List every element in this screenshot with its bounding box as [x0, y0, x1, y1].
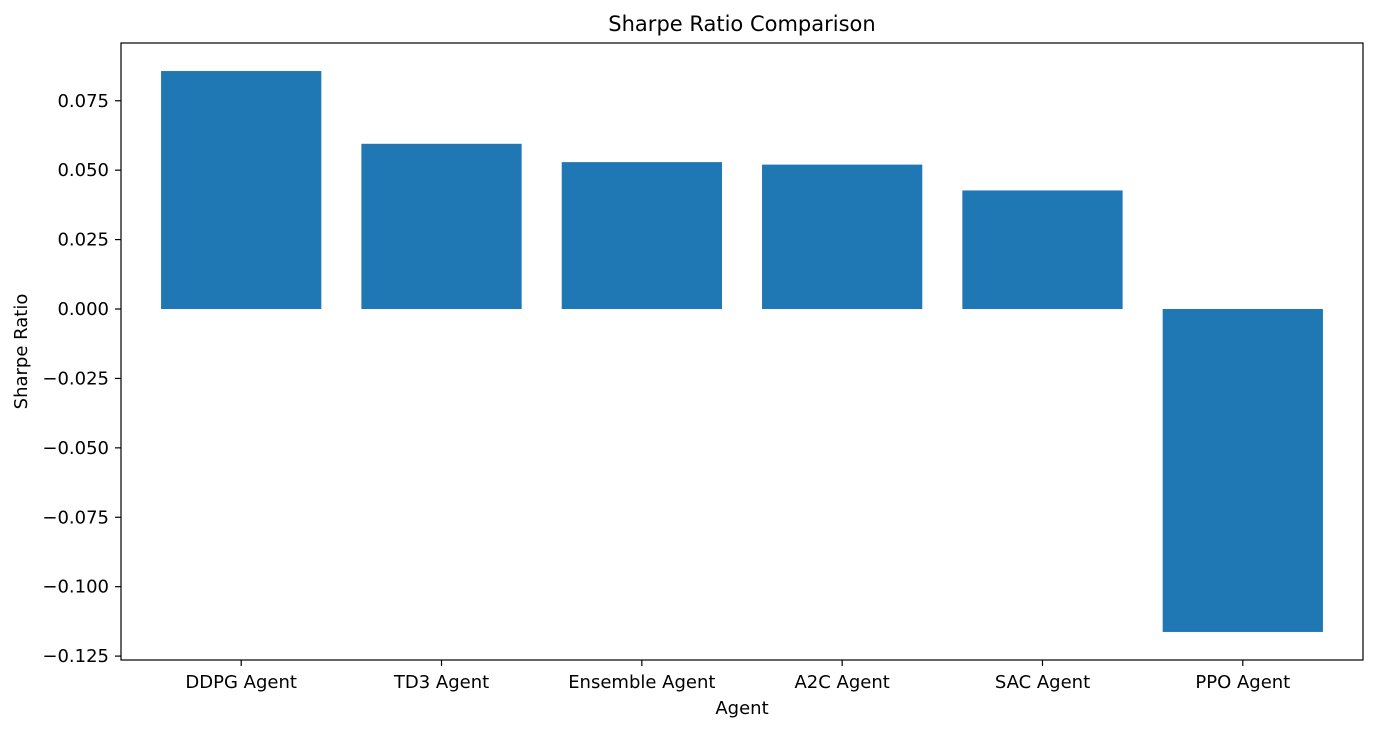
y-axis-title: Sharpe Ratio	[11, 294, 32, 410]
bar-a2c-agent	[762, 164, 923, 310]
y-tick-label: −0.050	[42, 438, 109, 459]
y-tick-label: 0.000	[57, 299, 109, 320]
bar-sac-agent	[962, 190, 1123, 310]
x-tick-label: SAC Agent	[995, 672, 1090, 693]
y-tick-label: −0.075	[42, 507, 109, 528]
plot-frame	[120, 42, 1364, 661]
x-axis-title: Agent	[715, 698, 768, 719]
x-tick-label: DDPG Agent	[185, 672, 297, 693]
x-tick-label: Ensemble Agent	[568, 672, 715, 693]
x-tick-label: A2C Agent	[794, 672, 889, 693]
y-axis: 0.075 0.050 0.025 0.000 −0.025 −0.050 −0.075 −0…	[42, 91, 121, 667]
x-axis: DDPG Agent TD3 Agent Ensemble Agent A2C Age…	[185, 660, 1290, 693]
bar-ddpg-agent	[161, 71, 322, 310]
x-tick-label: PPO Agent	[1195, 672, 1290, 693]
bar-ensemble-agent	[561, 162, 722, 310]
bar-ppo-agent	[1162, 309, 1323, 632]
bars-group	[161, 71, 1323, 632]
y-tick-label: 0.050	[57, 160, 109, 181]
y-tick-label: −0.025	[42, 368, 109, 389]
y-tick-label: −0.125	[42, 646, 109, 667]
y-tick-label: 0.025	[57, 230, 109, 251]
bar-td3-agent	[361, 143, 522, 310]
chart-title: Sharpe Ratio Comparison	[608, 12, 875, 36]
x-tick-label: TD3 Agent	[393, 672, 489, 693]
y-tick-label: −0.100	[42, 577, 109, 598]
y-tick-label: 0.075	[57, 91, 109, 112]
